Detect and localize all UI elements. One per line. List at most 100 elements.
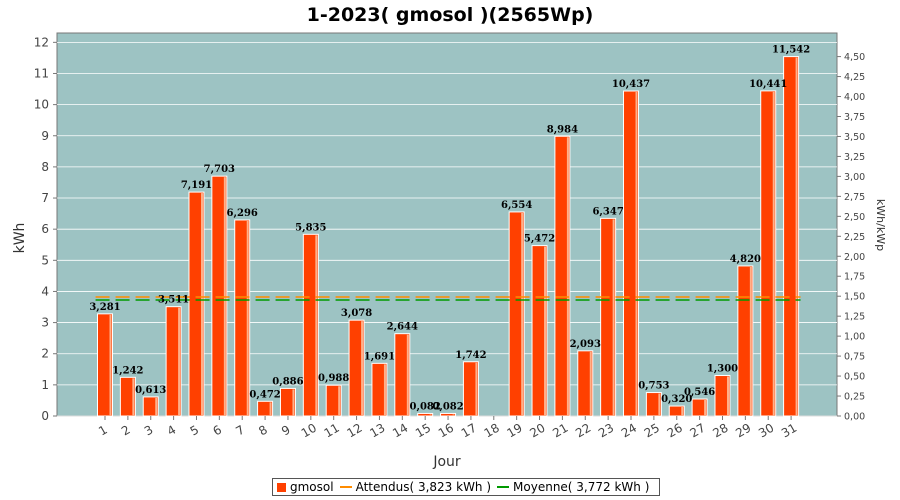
legend-swatch-bar [277,482,286,492]
bar-value-label: 6,554 [501,200,532,211]
y-tick-label: 12 [34,35,49,49]
bar-value-label: 0,546 [684,387,715,398]
y-tick-label: 8 [41,160,49,174]
x-tick-label: 25 [642,421,662,441]
bar-value-label: 3,078 [341,308,372,319]
value-labels: 3,281 1,242 0,613 3,511 7,191 7,703 6,296 0,472… [89,45,810,413]
bar-highlight [772,91,775,417]
x-tick-label: 17 [459,421,479,441]
bar-highlight [315,235,318,416]
y-axis-label: kWh [12,223,28,254]
legend-label-attendus: Attendus( 3,823 kWh ) [355,480,492,494]
legend-swatch-attendus [339,486,352,488]
bar-value-label: 1,691 [364,351,395,362]
y-tick-label: 4 [41,284,49,298]
x-tick-label: 20 [527,421,547,441]
x-tick-label: 3 [142,423,156,439]
y2-tick-label: 4,50 [844,52,865,63]
x-tick-label: 2 [119,423,133,439]
x-axis-label: Jour [432,454,461,470]
y2-tick-label: 4,00 [844,92,865,103]
chart-title: 1-2023( gmosol )(2565Wp) [306,4,594,26]
bar-highlight [658,393,661,416]
bar-value-label: 0,320 [661,394,692,405]
y2-tick-label: 3,50 [844,132,865,143]
y2-tick-label: 1,00 [844,332,865,343]
y-tick-label: 7 [41,191,49,205]
bar-highlight [406,334,409,416]
bar-highlight [383,364,386,416]
y-tick-label: 1 [41,378,49,392]
legend-item-moyenne: Moyenne( 3,772 kWh ) [497,480,649,494]
bar-value-label: 0,472 [249,389,280,400]
x-tick-label: 11 [322,421,342,441]
bar-value-label: 10,441 [749,79,787,90]
x-tick-label: 24 [619,421,639,441]
bar-highlight [109,314,112,416]
bar-value-label: 5,472 [524,234,555,245]
grid [57,41,837,417]
x-tick-label: 12 [344,421,364,441]
legend: gmosol Attendus( 3,823 kWh ) Moyenne( 3,… [272,478,661,496]
bar-highlight [155,397,158,416]
y2-tick-label: 2,25 [844,232,865,243]
y-tick-label: 5 [41,253,49,267]
y2-tick-label: 2,50 [844,212,865,223]
bar-highlight [338,386,341,416]
bar-value-label: 4,820 [730,254,761,265]
x-tick-label: 21 [550,421,570,441]
x-tick-label: 27 [688,421,708,441]
x-tick-label: 8 [256,423,270,439]
x-tick-label: 19 [505,421,525,441]
bar-value-label: 0,082 [432,401,463,412]
y2-tick-label: 0,75 [844,352,865,363]
bar-value-label: 0,753 [638,381,669,392]
bar-highlight [681,407,684,416]
bar-highlight [749,266,752,416]
bar-value-label: 0,886 [272,376,303,387]
bar-highlight [521,212,524,416]
bar-value-label: 7,703 [204,164,235,175]
bar-value-label: 10,437 [612,79,650,90]
x-tick-label: 16 [436,421,456,441]
bar-highlight [292,389,295,416]
bar-highlight [475,362,478,416]
y2-tick-label: 3,75 [844,112,865,123]
x-tick-label: 10 [299,421,319,441]
x-tick-label: 5 [188,423,202,439]
y2-tick-label: 0,00 [844,412,865,423]
bar-value-label: 3,281 [89,302,120,313]
bar-value-label: 0,613 [135,385,166,396]
reference-lines [95,296,801,301]
bar-highlight [544,246,547,416]
bar-highlight [566,137,569,416]
x-tick-label: 29 [733,421,753,441]
x-tick-label: 13 [367,421,387,441]
bar-highlight [795,57,798,417]
bar-highlight [429,414,432,416]
legend-swatch-moyenne [497,486,510,488]
bar-highlight [612,219,615,416]
bar-value-label: 1,742 [455,350,486,361]
x-tick-label: 28 [710,421,730,441]
bar-value-label: 2,093 [570,339,601,350]
y2-tick-label: 2,00 [844,252,865,263]
legend-label-gmosol: gmosol [290,480,334,494]
bar-value-label: 0,988 [318,373,349,384]
x-tick-label: 15 [413,421,433,441]
legend-item-gmosol: gmosol [277,480,334,494]
bar-highlight [361,321,364,416]
bar-highlight [726,376,729,416]
bar-highlight [178,307,181,416]
x-tick-label: 23 [596,421,616,441]
bar-highlight [452,414,455,416]
bar-value-label: 1,300 [707,364,738,375]
bar-value-label: 11,542 [772,45,810,56]
bar-value-label: 6,347 [592,206,623,217]
y2-tick-label: 1,75 [844,272,865,283]
bar-value-label: 1,242 [112,365,143,376]
y2-tick-label: 3,25 [844,152,865,163]
bar-value-label: 8,984 [547,124,578,135]
bar-highlight [200,193,203,416]
